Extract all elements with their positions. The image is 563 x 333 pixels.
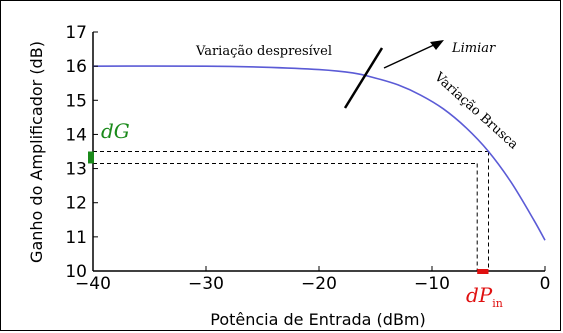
y-axis-label: Ganho do Amplificador (dB) xyxy=(27,41,46,263)
y-tick-label: 13 xyxy=(65,160,87,180)
dp-subscript: in xyxy=(492,297,503,310)
series-group xyxy=(88,65,546,274)
x-tick-label: −10 xyxy=(414,274,450,294)
dp-label: dPin xyxy=(466,283,503,310)
y-tick-label: 17 xyxy=(65,23,87,43)
y-tick-label: 15 xyxy=(65,91,87,111)
threshold-marker-line xyxy=(343,47,384,109)
tick-labels: −40 −30 −20 −10 0 10 11 12 13 14 15 16 17 xyxy=(65,23,550,294)
x-axis-label: Potência de Entrada (dBm) xyxy=(210,310,426,329)
dp-interval-marker xyxy=(477,269,489,274)
dg-label: dG xyxy=(101,119,130,143)
negligible-variation-label: Variação despresível xyxy=(195,44,332,59)
y-tick-label: 16 xyxy=(65,57,87,77)
x-tick-label: −30 xyxy=(188,274,224,294)
threshold-arrow-shaft xyxy=(383,43,437,69)
y-tick-label: 10 xyxy=(65,262,87,282)
y-tick-label: 11 xyxy=(65,228,87,248)
abrupt-variation-label: Variação Brusca xyxy=(431,69,521,153)
x-tick-label: 0 xyxy=(540,274,551,294)
y-tick-label: 14 xyxy=(65,125,87,145)
gain-curve-line xyxy=(92,65,546,241)
dg-interval-marker xyxy=(88,151,94,164)
x-tick-label: −40 xyxy=(75,274,111,294)
reference-lines xyxy=(93,151,489,271)
threshold-arrow-head xyxy=(430,40,444,50)
dp-main: dP xyxy=(466,283,493,307)
y-tick-label: 12 xyxy=(65,194,87,214)
threshold-label: Limiar xyxy=(451,41,496,56)
x-tick-label: −20 xyxy=(301,274,337,294)
